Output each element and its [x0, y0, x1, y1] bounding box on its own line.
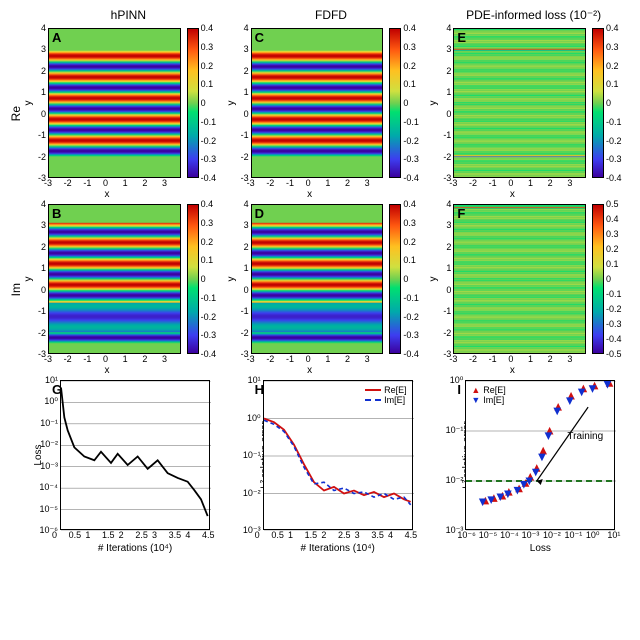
panel-H: HL² relative error10⁻³10⁻²10⁻¹10⁰10¹Re[E…: [233, 380, 430, 554]
panel-A: Ay-3-2-101234-0.4-0.3-0.2-0.100.10.20.30…: [30, 28, 227, 200]
figure-grid: hPINN FDFD PDE-informed loss (10⁻²) Re A…: [8, 8, 632, 554]
panel-letter-F: F: [457, 206, 465, 221]
panel-letter-D: D: [255, 206, 264, 221]
panel-E: Ey-3-2-101234-0.4-0.3-0.2-0.100.10.20.30…: [435, 28, 632, 200]
panel-letter-A: A: [52, 30, 61, 45]
panel-letter-I: I: [457, 382, 461, 397]
svg-text:Training: Training: [568, 431, 604, 442]
panel-F: Fy-3-2-101234-0.5-0.4-0.3-0.2-0.100.10.2…: [435, 204, 632, 376]
panel-D: Dy-3-2-101234-0.4-0.3-0.2-0.100.10.20.30…: [233, 204, 430, 376]
panel-letter-E: E: [457, 30, 466, 45]
row-label-re: Re: [9, 106, 23, 121]
col-title-hpinn: hPINN: [30, 8, 227, 24]
col-title-loss: PDE-informed loss (10⁻²): [435, 8, 632, 24]
panel-B: By-3-2-101234-0.4-0.3-0.2-0.100.10.20.30…: [30, 204, 227, 376]
panel-letter-G: G: [52, 382, 62, 397]
panel-letter-H: H: [255, 382, 264, 397]
row-label-im: Im: [9, 283, 23, 296]
panel-G: GLoss10⁻⁶10⁻⁵10⁻⁴10⁻³10⁻²10⁻¹10⁰10¹# Ite…: [30, 380, 227, 554]
col-title-fdfd: FDFD: [233, 8, 430, 24]
panel-I: IL² relative error10⁻³10⁻²10⁻¹10⁰Trainin…: [435, 380, 632, 554]
panel-C: Cy-3-2-101234-0.4-0.3-0.2-0.100.10.20.30…: [233, 28, 430, 200]
panel-letter-B: B: [52, 206, 61, 221]
panel-letter-C: C: [255, 30, 264, 45]
